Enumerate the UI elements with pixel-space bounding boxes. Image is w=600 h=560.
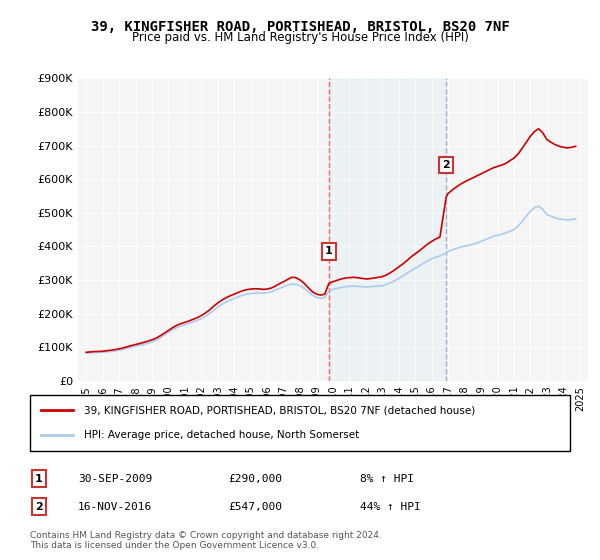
- Text: 16-NOV-2016: 16-NOV-2016: [78, 502, 152, 512]
- Text: £290,000: £290,000: [228, 474, 282, 484]
- Text: 2: 2: [442, 160, 450, 170]
- Text: 8% ↑ HPI: 8% ↑ HPI: [360, 474, 414, 484]
- FancyBboxPatch shape: [30, 395, 570, 451]
- Text: 44% ↑ HPI: 44% ↑ HPI: [360, 502, 421, 512]
- Text: HPI: Average price, detached house, North Somerset: HPI: Average price, detached house, Nort…: [84, 430, 359, 440]
- Text: Contains HM Land Registry data © Crown copyright and database right 2024.
This d: Contains HM Land Registry data © Crown c…: [30, 530, 382, 550]
- Bar: [329, 78, 446, 381]
- Text: 1: 1: [325, 246, 333, 256]
- Text: 1: 1: [35, 474, 43, 484]
- Text: 2: 2: [35, 502, 43, 512]
- Text: Price paid vs. HM Land Registry's House Price Index (HPI): Price paid vs. HM Land Registry's House …: [131, 31, 469, 44]
- Text: £547,000: £547,000: [228, 502, 282, 512]
- Text: 39, KINGFISHER ROAD, PORTISHEAD, BRISTOL, BS20 7NF (detached house): 39, KINGFISHER ROAD, PORTISHEAD, BRISTOL…: [84, 405, 475, 416]
- Text: 39, KINGFISHER ROAD, PORTISHEAD, BRISTOL, BS20 7NF: 39, KINGFISHER ROAD, PORTISHEAD, BRISTOL…: [91, 20, 509, 34]
- Text: 30-SEP-2009: 30-SEP-2009: [78, 474, 152, 484]
